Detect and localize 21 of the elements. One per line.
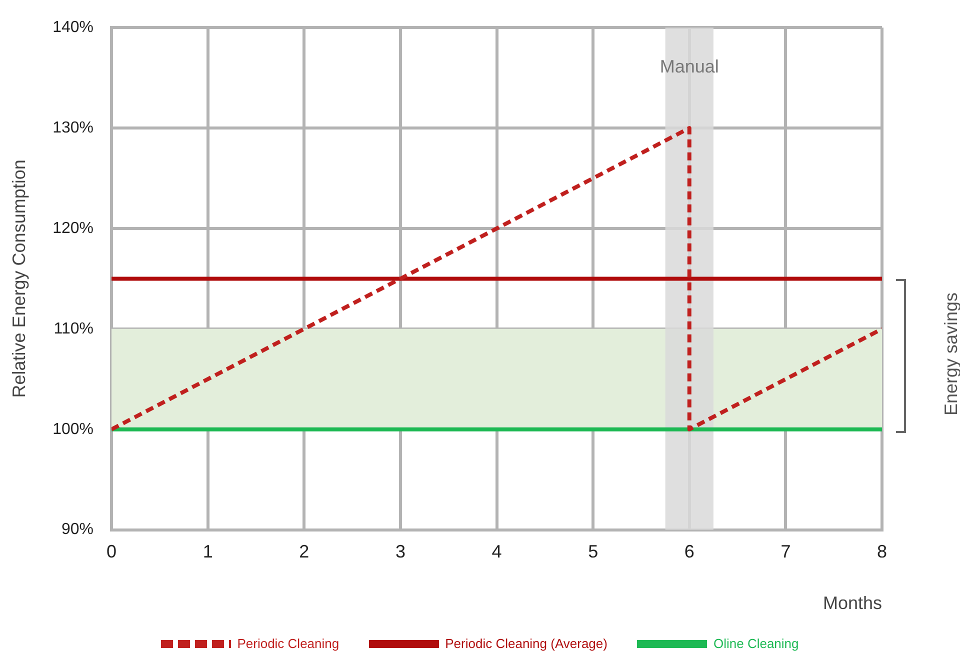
y-tick-label: 120% [52,220,94,237]
band-label: Manual [660,56,719,77]
x-tick-label: 4 [492,542,502,562]
y-tick-label: 140% [52,19,94,36]
y-tick-label: 90% [61,521,94,538]
x-tick-label: 2 [299,542,310,562]
x-tick-label: 0 [106,542,117,562]
y-tick-label: 130% [52,119,94,136]
x-tick-label: 7 [780,542,791,562]
x-tick-label: 8 [876,542,888,562]
y-tick-label: 110% [54,320,94,338]
x-tick-label: 1 [202,542,213,562]
text: Periodic Cleaning [237,636,340,651]
x-tick-label: 5 [588,542,598,562]
text: Oline Cleaning [713,636,799,651]
x-tick-label: 3 [395,542,406,562]
text: Periodic Cleaning (Average) [445,636,608,651]
y-tick-label: 100% [52,420,94,438]
y-axis-title: Relative Energy Consumption [8,160,29,398]
x-tick-label: 6 [684,542,694,562]
x-axis-title: Months [822,593,882,614]
